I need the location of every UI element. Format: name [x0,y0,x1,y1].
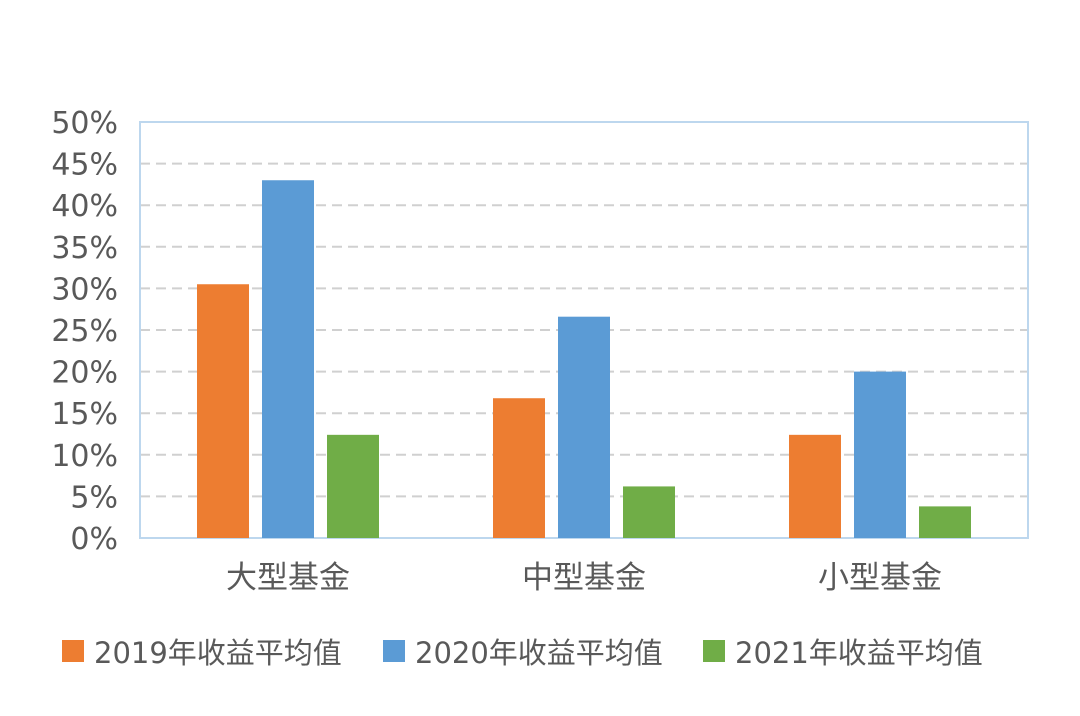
y-tick-label: 30% [51,272,118,307]
bar-1-3 [789,434,841,538]
legend-label-3: 2021年收益平均值 [735,636,983,670]
legend-swatch-1 [62,640,84,662]
x-tick-label: 中型基金 [522,560,646,596]
legend-label-2: 2020年收益平均值 [415,636,663,670]
x-tick-label: 小型基金 [818,560,942,596]
y-tick-label: 15% [51,397,118,432]
x-tick-label: 大型基金 [226,560,350,596]
legend-swatch-3 [703,640,725,662]
bar-3-3 [919,506,971,538]
legend-swatch-2 [383,640,405,662]
y-axis-tick-labels: 0% 5% 10% 15% 20% 25% 30% 35% 40% 45% 50% [51,106,118,557]
bar-2-2 [558,316,610,538]
legend-label-1: 2019年收益平均值 [94,636,342,670]
bar-3-2 [623,486,675,538]
bar-3-1 [327,434,379,538]
bars [197,180,971,539]
y-tick-label: 45% [51,148,118,183]
bar-1-2 [493,398,545,538]
y-tick-label: 35% [51,231,118,266]
y-tick-label: 50% [51,106,118,141]
y-tick-label: 5% [70,480,118,515]
bar-2-3 [854,371,906,538]
y-tick-label: 40% [51,189,118,224]
x-axis-tick-labels: 大型基金 中型基金 小型基金 [226,560,942,596]
y-tick-label: 10% [51,439,118,474]
y-tick-label: 0% [70,522,118,557]
bar-1-1 [197,284,249,538]
y-tick-label: 25% [51,314,118,349]
bar-2-1 [262,180,314,539]
legend: 2019年收益平均值 2020年收益平均值 2021年收益平均值 [62,636,983,670]
y-tick-label: 20% [51,356,118,391]
